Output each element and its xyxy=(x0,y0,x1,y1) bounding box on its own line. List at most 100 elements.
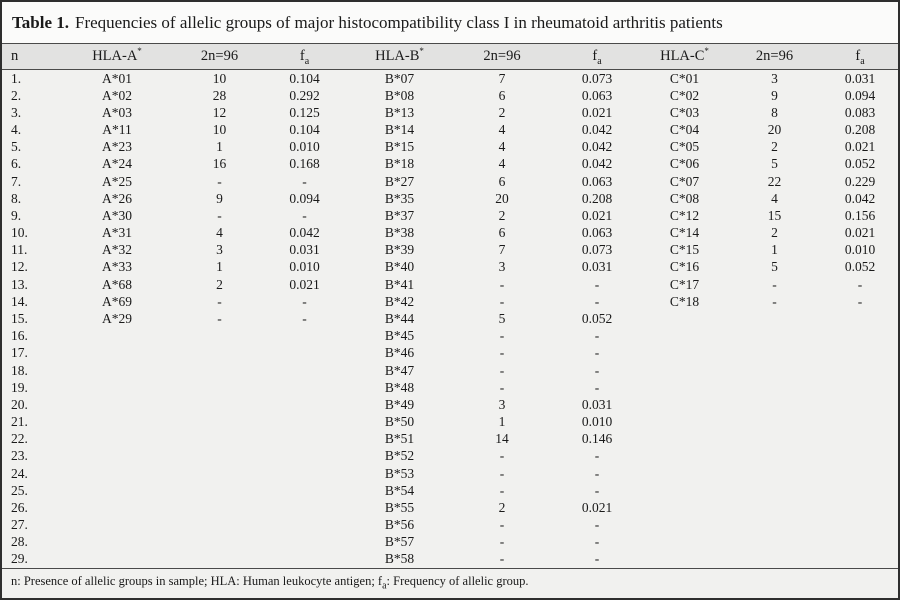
table-row: 24. B*53 - - xyxy=(2,465,898,482)
hla-b-allele: B*41 xyxy=(384,276,415,292)
table-row: 19. B*48 - - xyxy=(2,379,898,396)
hla-b-count: 2 xyxy=(498,499,506,515)
hla-a-allele: A*29 xyxy=(102,310,132,326)
hla-b-allele: B*55 xyxy=(384,499,415,515)
hla-c-count: 22 xyxy=(767,173,782,189)
hla-a-allele: A*30 xyxy=(102,207,132,223)
row-number: 21. xyxy=(11,414,28,430)
row-number: 11. xyxy=(11,242,28,258)
table-row: 27. B*56 - - xyxy=(2,516,898,533)
hla-a-allele: A*32 xyxy=(102,242,132,258)
row-number: 26. xyxy=(11,499,28,515)
hla-b-count: 2 xyxy=(498,104,506,120)
hla-a-count: 10 xyxy=(212,122,227,138)
hla-b-count: 5 xyxy=(498,310,506,326)
hla-c-freq: 0.052 xyxy=(844,156,876,172)
hla-b-count: 4 xyxy=(498,122,506,138)
table-row: 29. B*58 - - xyxy=(2,551,898,568)
hla-c-freq: 0.083 xyxy=(844,104,876,120)
hla-c-freq: 0.052 xyxy=(844,259,876,275)
hla-c-allele: C*15 xyxy=(669,242,700,258)
hla-b-count: 3 xyxy=(498,396,506,412)
hla-c-allele: C*07 xyxy=(669,173,700,189)
column-header-2n96-c: 2n=96 xyxy=(755,48,794,64)
hla-b-allele: B*57 xyxy=(384,534,415,550)
hla-b-count: 7 xyxy=(498,242,506,258)
hla-a-allele: A*31 xyxy=(102,225,132,241)
row-number: 1. xyxy=(11,70,22,86)
table-row: 6. A*24 16 0.168 B*18 4 0.042 C*06 5 0.052 xyxy=(2,156,898,173)
hla-b-count: - xyxy=(499,293,505,309)
hla-b-freq: - xyxy=(594,448,600,464)
hla-b-freq: - xyxy=(594,534,600,550)
hla-b-freq: 0.021 xyxy=(581,104,613,120)
hla-b-freq: 0.031 xyxy=(581,259,613,275)
hla-b-freq: - xyxy=(594,362,600,378)
hla-b-allele: B*35 xyxy=(384,190,415,206)
row-number: 14. xyxy=(11,293,28,309)
hla-b-freq: 0.073 xyxy=(581,242,613,258)
hla-c-freq: 0.021 xyxy=(844,225,876,241)
hla-b-freq: 0.042 xyxy=(581,122,613,138)
table-title: Table 1. Frequencies of allelic groups o… xyxy=(2,2,898,44)
row-number: 17. xyxy=(11,345,28,361)
hla-c-allele: C*12 xyxy=(669,207,700,223)
hla-a-freq: 0.104 xyxy=(289,122,320,138)
hla-c-allele: C*01 xyxy=(669,70,700,86)
hla-b-count: - xyxy=(499,465,505,481)
hla-a-allele: A*01 xyxy=(102,70,132,86)
hla-a-freq: 0.010 xyxy=(289,259,320,275)
row-number: 15. xyxy=(11,310,28,326)
hla-a-count: 16 xyxy=(212,156,227,172)
hla-a-allele: A*69 xyxy=(102,293,132,309)
hla-a-count: - xyxy=(217,173,222,189)
hla-c-allele: C*17 xyxy=(669,276,700,292)
hla-b-freq: - xyxy=(594,517,600,533)
row-number: 13. xyxy=(11,276,28,292)
hla-c-allele: C*05 xyxy=(669,139,700,155)
hla-a-count: - xyxy=(217,207,222,223)
hla-c-allele: C*08 xyxy=(669,190,700,206)
hla-a-freq: - xyxy=(302,207,307,223)
hla-c-freq: 0.031 xyxy=(844,70,876,86)
row-number: 23. xyxy=(11,448,28,464)
hla-c-freq: 0.010 xyxy=(844,242,876,258)
hla-b-freq: 0.021 xyxy=(581,499,613,515)
hla-b-count: - xyxy=(499,534,505,550)
hla-b-freq: 0.063 xyxy=(581,225,613,241)
table-row: 17. B*46 - - xyxy=(2,345,898,362)
hla-b-count: - xyxy=(499,517,505,533)
row-number: 28. xyxy=(11,534,28,550)
hla-b-count: 20 xyxy=(495,190,509,206)
row-number: 4. xyxy=(11,122,22,138)
row-number: 16. xyxy=(11,328,28,344)
hla-b-freq: - xyxy=(594,276,600,292)
column-header-hla-c: HLA-C* xyxy=(660,46,709,64)
column-header-fa-b: fa xyxy=(592,48,602,67)
hla-b-freq: 0.052 xyxy=(581,310,613,326)
footnote-text-part1: n: Presence of allelic groups in sample;… xyxy=(11,574,383,588)
hla-b-allele: B*40 xyxy=(384,259,415,275)
hla-b-count: 14 xyxy=(495,431,509,447)
hla-b-freq: 0.208 xyxy=(581,190,613,206)
hla-a-freq: 0.042 xyxy=(289,225,320,241)
hla-b-freq: 0.042 xyxy=(581,139,613,155)
column-header-fa-a: fa xyxy=(299,48,310,67)
row-number: 27. xyxy=(11,517,28,533)
hla-c-freq: 0.156 xyxy=(844,207,876,223)
hla-b-freq: 0.042 xyxy=(581,156,613,172)
column-header-n: n xyxy=(11,48,19,64)
hla-c-count: 2 xyxy=(771,225,778,241)
table-row: 10. A*31 4 0.042 B*38 6 0.063 C*14 2 0.021 xyxy=(2,225,898,242)
table-caption: Frequencies of allelic groups of major h… xyxy=(75,12,723,32)
table-number-label: Table 1. xyxy=(12,12,70,32)
hla-c-count: - xyxy=(772,293,777,309)
hla-c-freq: 0.021 xyxy=(844,139,876,155)
row-number: 19. xyxy=(11,379,28,395)
hla-b-allele: B*08 xyxy=(384,87,415,103)
hla-c-freq: - xyxy=(857,293,863,309)
hla-c-freq: 0.229 xyxy=(844,173,876,189)
column-header-hla-a: HLA-A* xyxy=(92,46,142,64)
row-number: 29. xyxy=(11,551,28,567)
